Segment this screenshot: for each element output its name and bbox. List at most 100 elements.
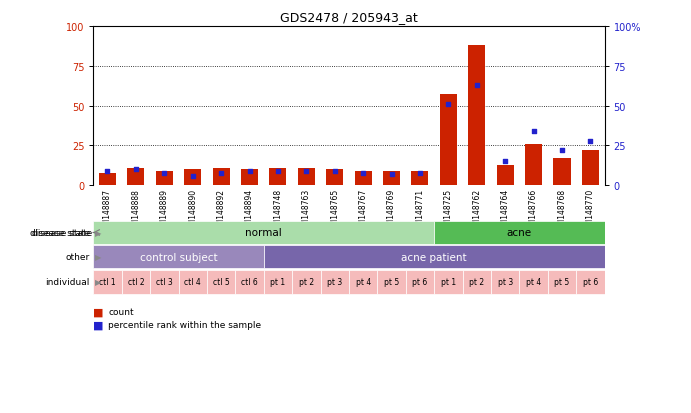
- Point: [301, 168, 312, 175]
- Text: ctl 6: ctl 6: [241, 278, 258, 286]
- Point: [272, 168, 283, 175]
- Text: ■: ■: [93, 320, 104, 330]
- Bar: [383, 171, 400, 186]
- Text: disease state: disease state: [30, 228, 90, 237]
- Text: pt 6: pt 6: [583, 278, 598, 286]
- Text: ctl 3: ctl 3: [156, 278, 173, 286]
- Text: GSM148763: GSM148763: [302, 189, 311, 235]
- Bar: [269, 169, 287, 186]
- Bar: [411, 171, 428, 186]
- Text: GSM148771: GSM148771: [415, 189, 424, 235]
- Point: [244, 168, 255, 175]
- Text: pt 2: pt 2: [299, 278, 314, 286]
- Text: ▶: ▶: [95, 228, 101, 237]
- Text: GSM148888: GSM148888: [131, 189, 140, 235]
- Text: percentile rank within the sample: percentile rank within the sample: [108, 320, 262, 329]
- Bar: [298, 169, 315, 186]
- Bar: [184, 170, 201, 186]
- Bar: [93, 222, 434, 244]
- Text: GSM148768: GSM148768: [558, 189, 567, 235]
- Point: [528, 128, 539, 135]
- Text: GSM148748: GSM148748: [274, 189, 283, 235]
- Point: [585, 138, 596, 145]
- Bar: [150, 270, 178, 294]
- Bar: [553, 159, 571, 186]
- Bar: [406, 270, 434, 294]
- Bar: [440, 95, 457, 186]
- Bar: [582, 151, 599, 186]
- Point: [500, 159, 511, 165]
- Bar: [548, 270, 576, 294]
- Point: [187, 173, 198, 180]
- Text: acne patient: acne patient: [401, 252, 467, 262]
- Text: GSM148769: GSM148769: [387, 189, 396, 235]
- Text: pt 1: pt 1: [270, 278, 285, 286]
- Text: pt 3: pt 3: [498, 278, 513, 286]
- Bar: [520, 270, 548, 294]
- Bar: [434, 222, 605, 244]
- Bar: [349, 270, 377, 294]
- Bar: [155, 171, 173, 186]
- Text: pt 4: pt 4: [356, 278, 371, 286]
- Text: GSM148766: GSM148766: [529, 189, 538, 235]
- Text: normal: normal: [245, 228, 282, 238]
- Text: ctl 5: ctl 5: [213, 278, 229, 286]
- Text: GSM148764: GSM148764: [501, 189, 510, 235]
- Point: [329, 168, 340, 175]
- Bar: [264, 270, 292, 294]
- Bar: [525, 145, 542, 186]
- Bar: [213, 169, 229, 186]
- Text: pt 5: pt 5: [384, 278, 399, 286]
- Bar: [326, 170, 343, 186]
- Text: pt 2: pt 2: [469, 278, 484, 286]
- Bar: [292, 270, 321, 294]
- Point: [358, 170, 369, 176]
- Text: ctl 2: ctl 2: [128, 278, 144, 286]
- Point: [386, 171, 397, 178]
- Text: GSM148762: GSM148762: [472, 189, 482, 235]
- Bar: [207, 270, 236, 294]
- Bar: [491, 270, 520, 294]
- Text: GSM148767: GSM148767: [359, 189, 368, 235]
- Bar: [462, 270, 491, 294]
- Point: [415, 170, 426, 176]
- Bar: [236, 270, 264, 294]
- Text: individual: individual: [46, 278, 90, 286]
- Bar: [321, 270, 349, 294]
- Text: pt 6: pt 6: [413, 278, 428, 286]
- Text: GSM148894: GSM148894: [245, 189, 254, 235]
- Text: GSM148765: GSM148765: [330, 189, 339, 235]
- Text: GSM148892: GSM148892: [216, 189, 226, 235]
- Bar: [468, 46, 485, 186]
- Bar: [354, 171, 372, 186]
- Text: ctl 1: ctl 1: [100, 278, 116, 286]
- Text: ▶: ▶: [95, 252, 101, 261]
- Text: control subject: control subject: [140, 252, 218, 262]
- Text: pt 1: pt 1: [441, 278, 456, 286]
- Point: [471, 82, 482, 89]
- Bar: [497, 165, 513, 186]
- Text: disease state: disease state: [32, 228, 93, 237]
- Bar: [99, 173, 116, 186]
- Point: [131, 166, 142, 173]
- Point: [556, 147, 567, 154]
- Text: pt 5: pt 5: [554, 278, 569, 286]
- Text: GSM148770: GSM148770: [586, 189, 595, 235]
- Text: pt 3: pt 3: [327, 278, 342, 286]
- Text: ctl 4: ctl 4: [184, 278, 201, 286]
- Title: GDS2478 / 205943_at: GDS2478 / 205943_at: [280, 11, 418, 24]
- Text: GSM148890: GSM148890: [188, 189, 197, 235]
- Text: count: count: [108, 308, 134, 317]
- Bar: [122, 270, 150, 294]
- Bar: [93, 246, 264, 268]
- Bar: [576, 270, 605, 294]
- Bar: [377, 270, 406, 294]
- Bar: [127, 169, 144, 186]
- Text: ▶: ▶: [95, 278, 101, 286]
- Text: ■: ■: [93, 307, 104, 317]
- Text: GSM148887: GSM148887: [103, 189, 112, 235]
- Bar: [241, 170, 258, 186]
- Bar: [178, 270, 207, 294]
- Point: [216, 170, 227, 176]
- Text: GSM148889: GSM148889: [160, 189, 169, 235]
